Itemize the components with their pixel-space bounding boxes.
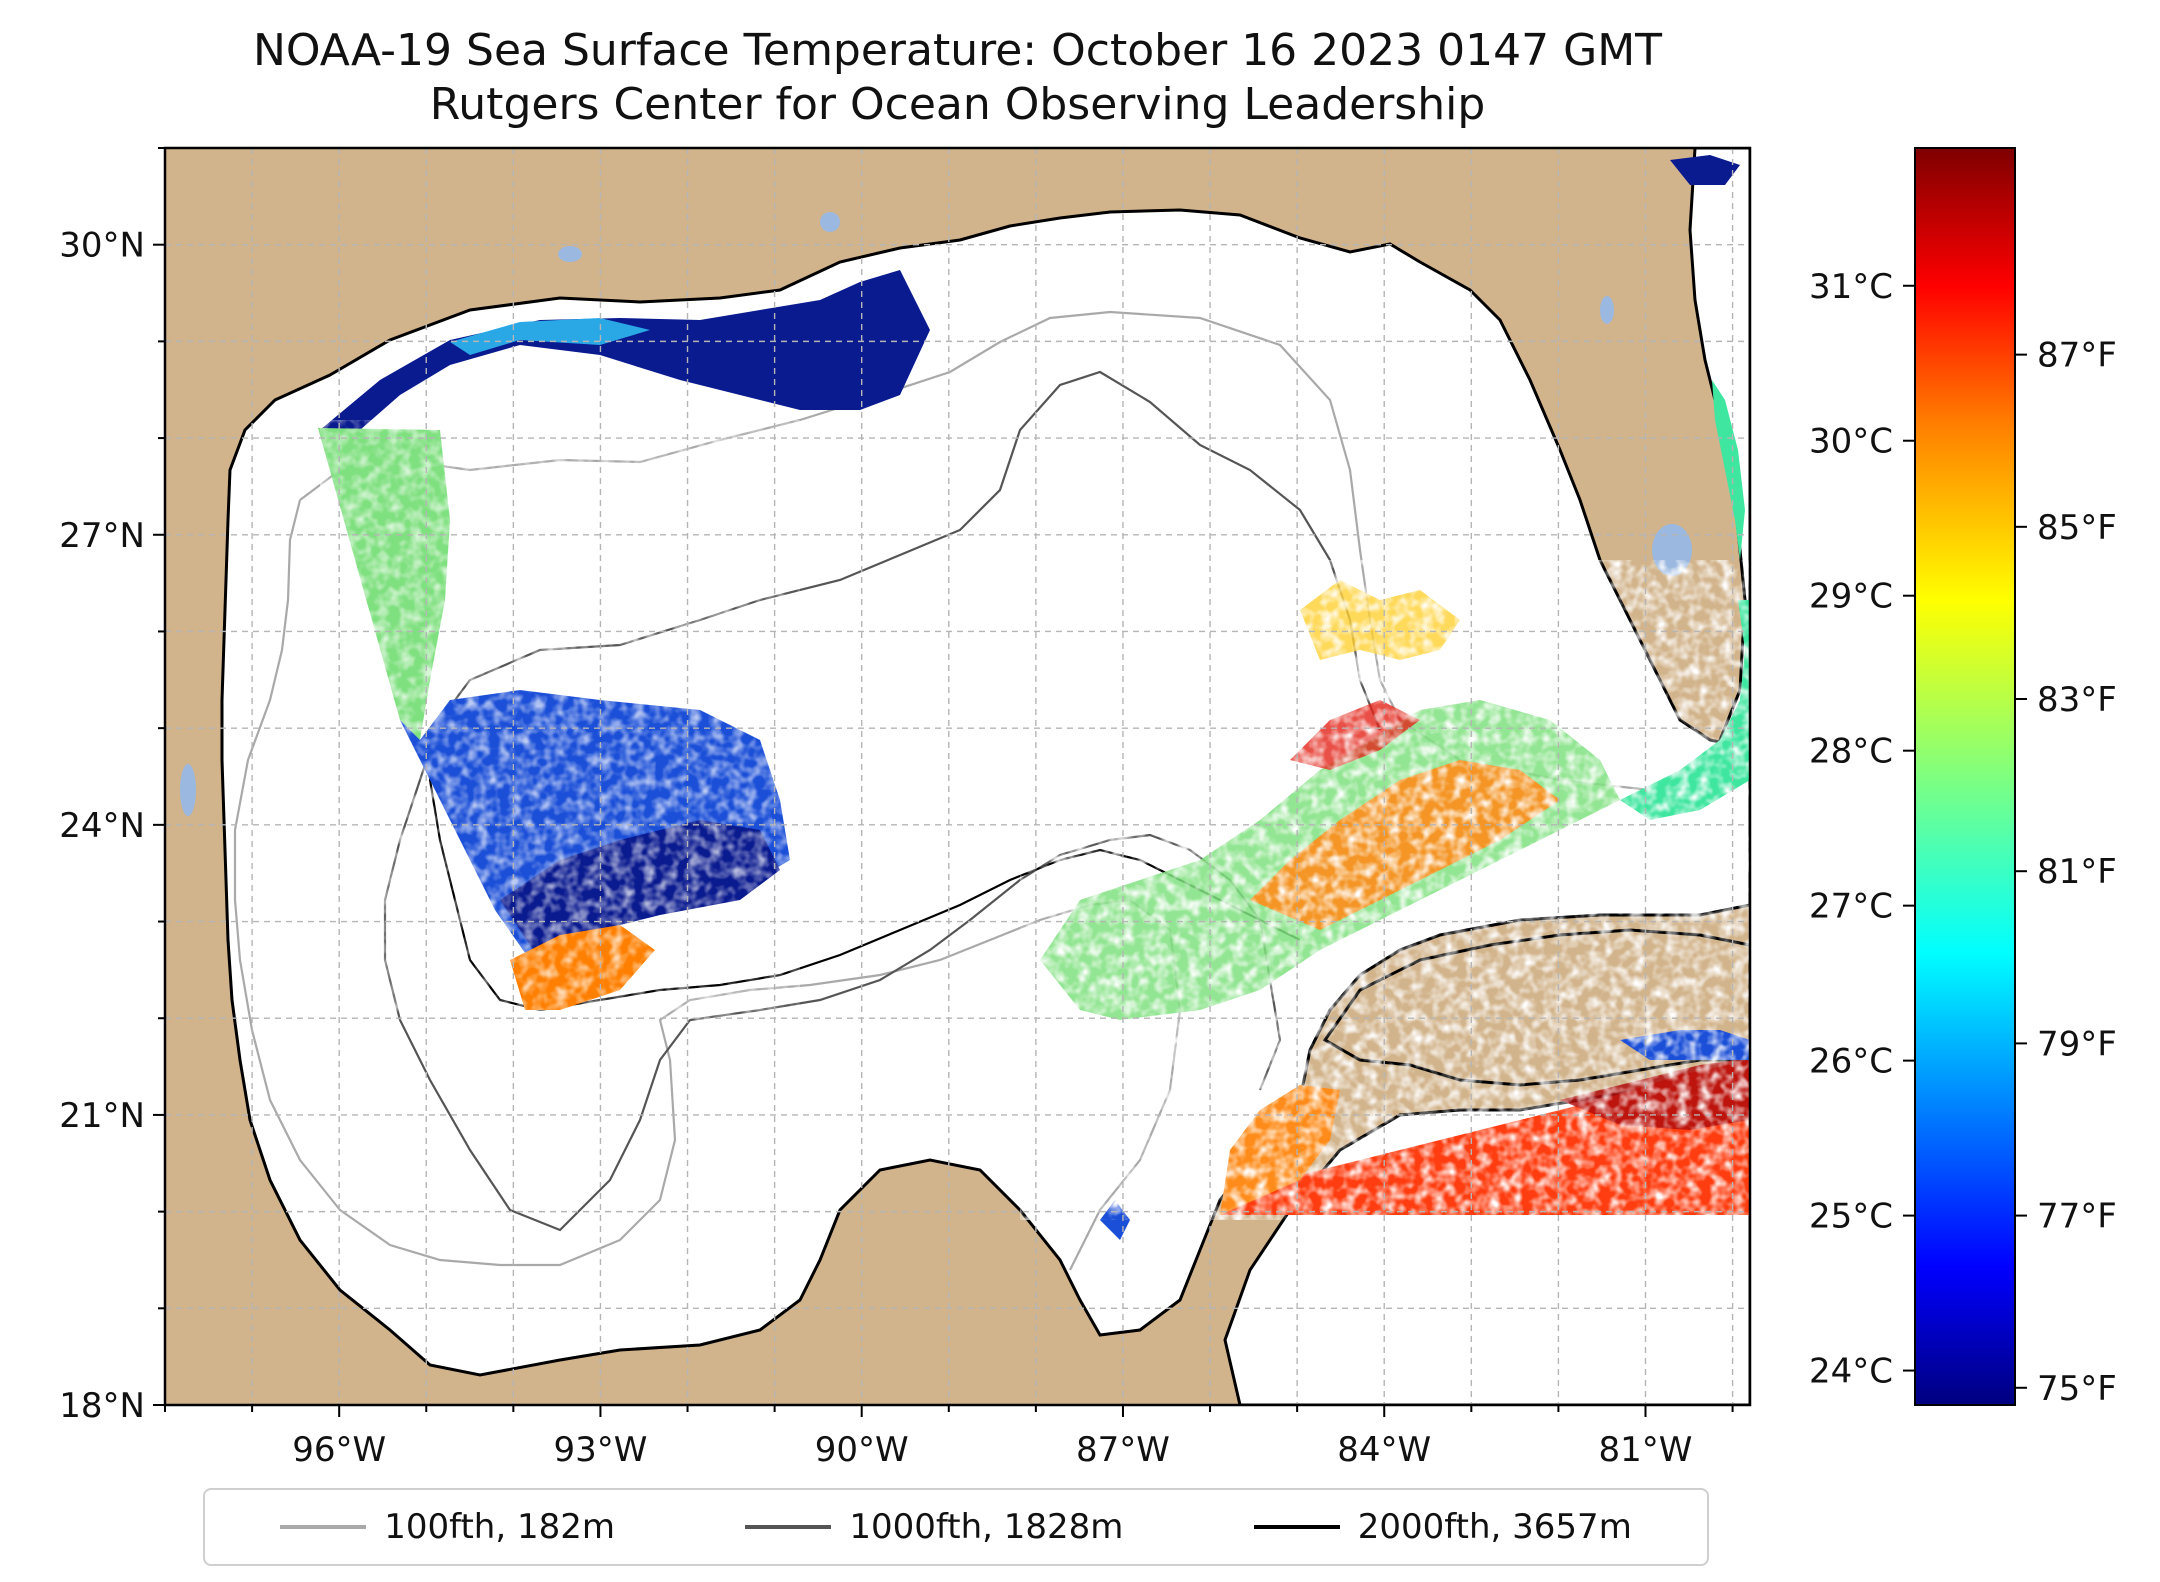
colorbar-f-label: 79°F bbox=[2037, 1024, 2117, 1064]
colorbar-f-label: 87°F bbox=[2037, 336, 2117, 376]
map-ticks bbox=[153, 147, 1734, 1417]
legend-item-100fth: 100fth, 182m bbox=[280, 1507, 615, 1547]
legend-swatch bbox=[745, 1525, 832, 1529]
map-title: NOAA-19 Sea Surface Temperature: October… bbox=[252, 25, 1663, 76]
map-area bbox=[165, 148, 1750, 1405]
colorbar-f-label: 85°F bbox=[2037, 508, 2117, 548]
lon-tick-label: 87°W bbox=[1076, 1430, 1170, 1470]
cloud-speckle bbox=[320, 420, 800, 1020]
legend-swatch bbox=[280, 1525, 367, 1529]
colorbar-celsius-axis: 31°C 30°C 29°C 28°C 27°C 26°C 25°C 24°C bbox=[1809, 267, 1915, 1392]
sst-florida-east-band bbox=[1712, 380, 1745, 560]
colorbar-c-label: 31°C bbox=[1809, 267, 1893, 307]
gridlines bbox=[165, 148, 1750, 1405]
depth-contour-legend: 100fth, 182m 1000fth, 1828m 2000fth, 365… bbox=[203, 1488, 1709, 1566]
lake bbox=[1600, 296, 1614, 324]
latitude-labels: 30°N 27°N 24°N 21°N 18°N bbox=[59, 226, 145, 1426]
colorbar-c-label: 24°C bbox=[1809, 1352, 1893, 1392]
lon-tick-label: 90°W bbox=[815, 1430, 909, 1470]
lat-tick-label: 24°N bbox=[59, 806, 145, 846]
legend-item-2000fth: 2000fth, 3657m bbox=[1253, 1507, 1632, 1547]
colorbar-c-label: 27°C bbox=[1809, 887, 1893, 927]
map-subtitle: Rutgers Center for Ocean Observing Leade… bbox=[429, 79, 1486, 130]
colorbar-c-label: 30°C bbox=[1809, 422, 1893, 462]
colorbar-fahrenheit-axis: 87°F 85°F 83°F 81°F 79°F 77°F 75°F bbox=[2015, 336, 2117, 1409]
lake bbox=[180, 764, 196, 816]
lake bbox=[820, 212, 840, 232]
legend-label: 100fth, 182m bbox=[384, 1507, 615, 1547]
legend-swatch bbox=[1253, 1525, 1340, 1529]
colorbar-f-label: 75°F bbox=[2037, 1369, 2117, 1409]
lat-tick-label: 18°N bbox=[59, 1386, 145, 1426]
longitude-labels: 96°W 93°W 90°W 87°W 84°W 81°W bbox=[292, 1430, 1692, 1470]
legend-item-1000fth: 1000fth, 1828m bbox=[745, 1507, 1123, 1547]
lon-tick-label: 81°W bbox=[1599, 1430, 1693, 1470]
lake bbox=[558, 246, 582, 262]
colorbar-f-label: 77°F bbox=[2037, 1197, 2117, 1237]
cloud-speckle bbox=[1020, 560, 1750, 1220]
colorbar-f-label: 81°F bbox=[2037, 852, 2117, 892]
colorbar-c-label: 29°C bbox=[1809, 577, 1893, 617]
colorbar-f-label: 83°F bbox=[2037, 680, 2117, 720]
lon-tick-label: 84°W bbox=[1337, 1430, 1431, 1470]
colorbar-c-label: 28°C bbox=[1809, 732, 1893, 772]
map-frame bbox=[163, 146, 1752, 1407]
lat-tick-label: 30°N bbox=[59, 226, 145, 266]
colorbar-c-label: 26°C bbox=[1809, 1042, 1893, 1082]
lat-tick-label: 27°N bbox=[59, 516, 145, 556]
colorbar-c-label: 25°C bbox=[1809, 1197, 1893, 1237]
sst-northern-coastal-band bbox=[320, 270, 930, 430]
legend-label: 2000fth, 3657m bbox=[1357, 1507, 1632, 1547]
lon-tick-label: 93°W bbox=[553, 1430, 647, 1470]
lon-tick-label: 96°W bbox=[292, 1430, 386, 1470]
legend-label: 1000fth, 1828m bbox=[849, 1507, 1124, 1547]
colorbar bbox=[1914, 147, 2016, 1406]
sst-atlantic-navy bbox=[1670, 155, 1740, 185]
lat-tick-label: 21°N bbox=[59, 1096, 145, 1136]
